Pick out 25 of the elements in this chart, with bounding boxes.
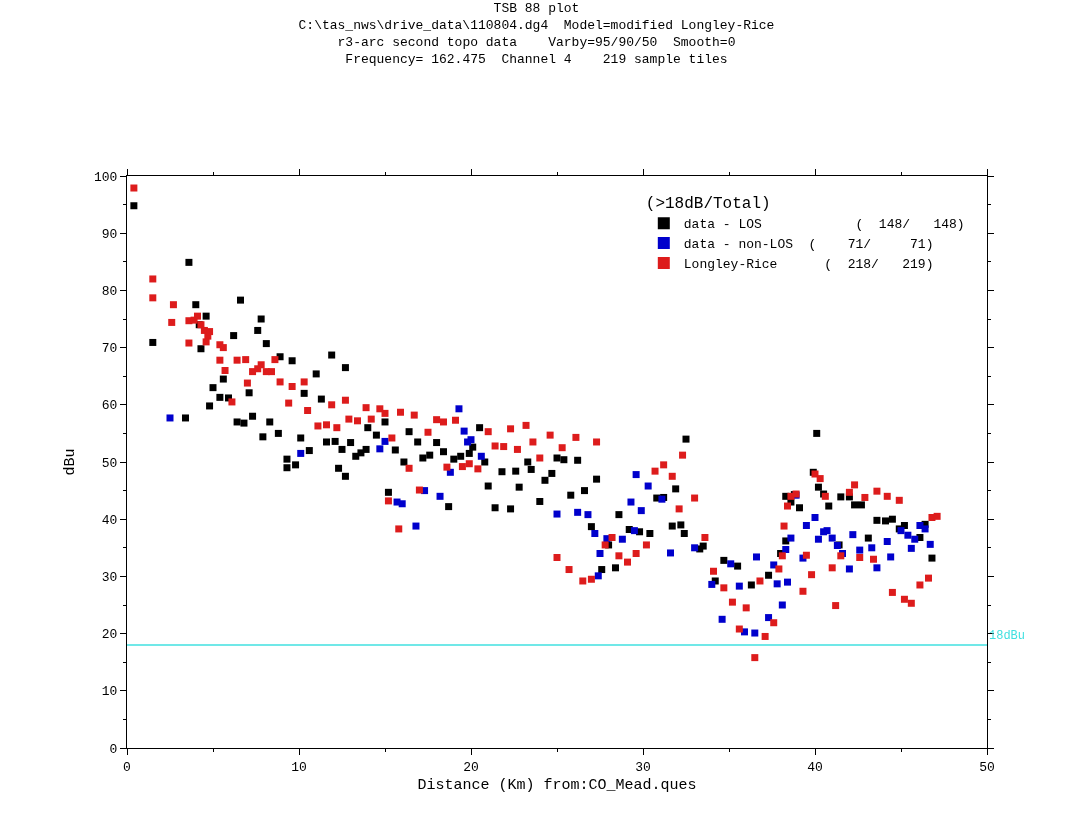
ref-line-label: 18dBu xyxy=(989,629,1026,643)
y-tick-label: 40 xyxy=(101,512,118,528)
y-tick-label: 10 xyxy=(101,684,118,700)
x-tick-label: 20 xyxy=(463,759,479,775)
y-tick-label: 80 xyxy=(101,283,118,299)
y-tick-label: 60 xyxy=(101,398,118,414)
y-tick-label: 0 xyxy=(109,741,118,757)
y-tick-label: 100 xyxy=(93,169,118,185)
y-tick-label: 90 xyxy=(101,226,118,242)
x-axis-title: Distance (Km) from:CO_Mead.ques xyxy=(417,776,697,794)
y-tick-label: 30 xyxy=(101,569,118,585)
x-tick-label: 50 xyxy=(979,759,995,775)
legend-label: data - non-LOS ( 71/ 71) xyxy=(683,237,934,253)
x-tick-label: 0 xyxy=(123,759,131,775)
y-tick-label: 20 xyxy=(101,627,118,643)
chart-title: TSB 88 plot C:\tas_nws\drive_data\110804.dg4 Model=modified Longley-Rice r3-arc second topo data Varby=95/90/50 Smooth=0 Frequency= 162.475 Channel 4 219 sample tiles xyxy=(298,1,775,67)
x-tick-label: 30 xyxy=(635,759,651,775)
x-tick-label: 10 xyxy=(291,759,307,775)
legend-label: data - LOS ( 148/ 148) xyxy=(683,217,965,233)
y-axis-title: dBu xyxy=(62,448,80,476)
legend-title: (>18dB/Total) xyxy=(645,195,771,214)
y-tick-label: 50 xyxy=(101,455,118,471)
legend-label: Longley-Rice ( 218/ 219) xyxy=(683,257,934,273)
x-tick-label: 40 xyxy=(807,759,823,775)
y-tick-label: 70 xyxy=(101,341,118,357)
